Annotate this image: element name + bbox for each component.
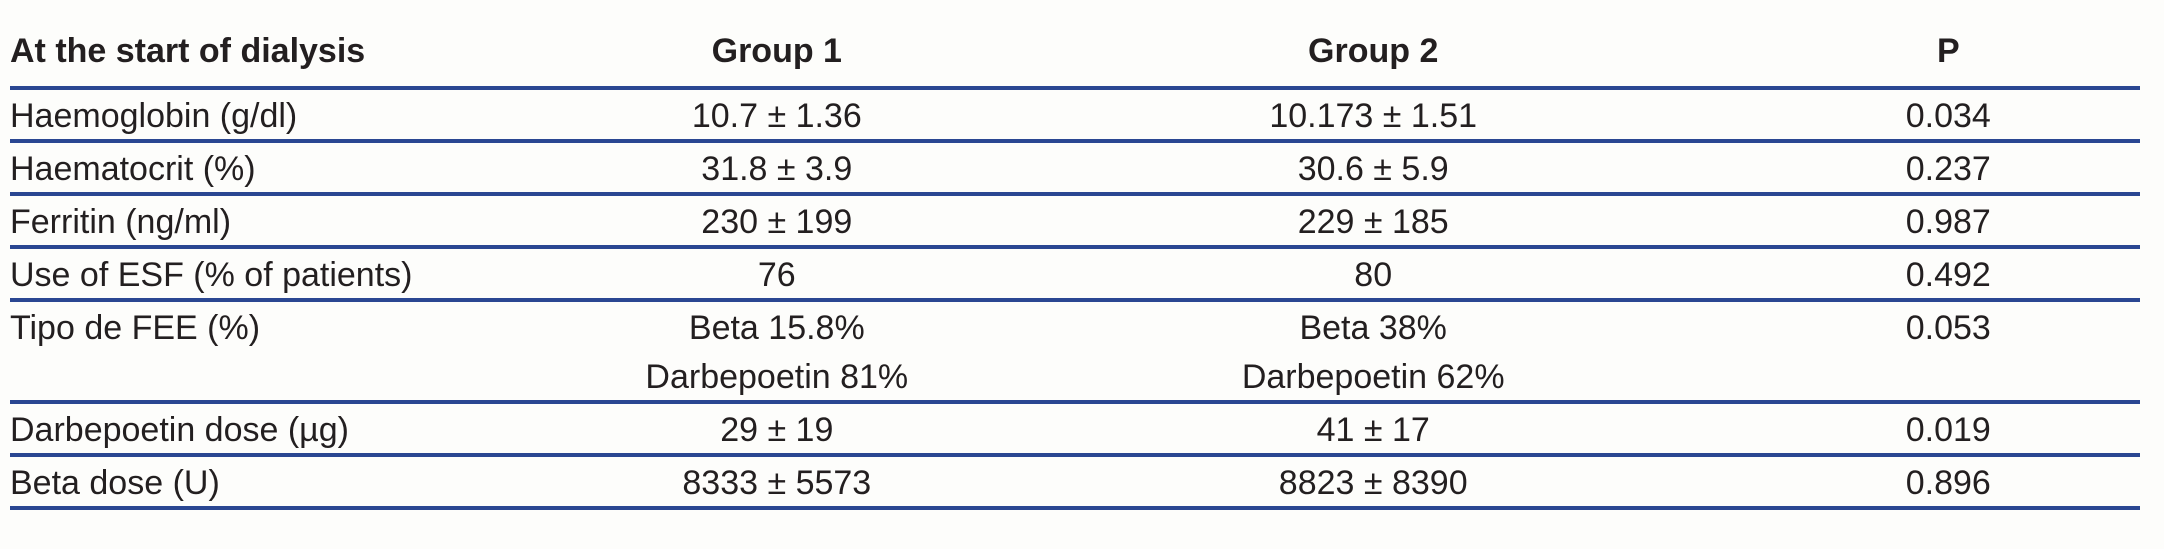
p-value-cell: [1756, 351, 2140, 404]
table-row-tipo-de-fee-line1: Tipo de FEE (%) Beta 15.8% Beta 38% 0.05…: [10, 300, 2140, 351]
p-value-cell: 0.896: [1756, 455, 2140, 510]
p-value-cell: 0.053: [1905, 309, 1991, 347]
p-value-cell: 0.237: [1756, 141, 2140, 196]
label-cell: Ferritin (ng/ml): [10, 194, 564, 249]
table-row-haemoglobin: Haemoglobin (g/dl) 10.7 ± 1.36 10.173 ± …: [10, 88, 2140, 143]
group1-value-cell: 76: [563, 247, 990, 302]
group2-value-cell: 41 ± 17: [989, 402, 1757, 457]
table-row-tipo-de-fee-line2: Darbepoetin 81% Darbepoetin 62%: [10, 351, 2140, 404]
column-header-group1: Group 1: [563, 0, 990, 90]
header-row: At the start of dialysis Group 1 Group 2…: [10, 0, 2140, 90]
table-row-haematocrit: Haematocrit (%) 31.8 ± 3.9 30.6 ± 5.9 0.…: [10, 141, 2140, 196]
group2-value-cell: Darbepoetin 62%: [989, 351, 1757, 404]
column-header-group2: Group 2: [989, 0, 1757, 90]
group1-value-cell: 230 ± 199: [563, 194, 990, 249]
p-value-cell: 0.492: [1756, 247, 2140, 302]
label-cell: Haemoglobin (g/dl): [10, 88, 564, 143]
label-cell: Beta dose (U): [10, 455, 564, 510]
group1-value-cell: Darbepoetin 81%: [563, 351, 990, 404]
group2-value-cell: 80: [989, 247, 1757, 302]
baseline-characteristics-table: At the start of dialysis Group 1 Group 2…: [10, 0, 2140, 510]
table-row-darbepoetin-dose: Darbepoetin dose (µg) 29 ± 19 41 ± 17 0.…: [10, 402, 2140, 457]
group1-value-cell: Beta 15.8%: [688, 309, 865, 347]
p-value-cell: 0.034: [1756, 88, 2140, 143]
group2-value-cell: 30.6 ± 5.9: [989, 141, 1757, 196]
group2-value-cell: 229 ± 185: [989, 194, 1757, 249]
table-row-ferritin: Ferritin (ng/ml) 230 ± 199 229 ± 185 0.9…: [10, 194, 2140, 249]
group1-value-cell: 31.8 ± 3.9: [563, 141, 990, 196]
label-cell: [10, 351, 564, 404]
label-cell: Haematocrit (%): [10, 141, 564, 196]
baseline-characteristics-table-wrap: At the start of dialysis Group 1 Group 2…: [10, 0, 2140, 510]
table-row-use-of-esf: Use of ESF (% of patients) 76 80 0.492: [10, 247, 2140, 302]
group1-value-cell: 10.7 ± 1.36: [563, 88, 990, 143]
column-header-p: P: [1756, 0, 2140, 90]
column-header-parameter: At the start of dialysis: [10, 0, 564, 90]
group2-value-cell: 10.173 ± 1.51: [989, 88, 1757, 143]
label-cell: Darbepoetin dose (µg): [10, 402, 564, 457]
label-cell: Tipo de FEE (%): [10, 309, 261, 347]
p-value-cell: 0.019: [1756, 402, 2140, 457]
table-row-beta-dose: Beta dose (U) 8333 ± 5573 8823 ± 8390 0.…: [10, 455, 2140, 510]
label-cell: Use of ESF (% of patients): [10, 247, 564, 302]
group1-value-cell: 29 ± 19: [563, 402, 990, 457]
group2-value-cell: 8823 ± 8390: [989, 455, 1757, 510]
p-value-cell: 0.987: [1756, 194, 2140, 249]
group1-value-cell: 8333 ± 5573: [563, 455, 990, 510]
group2-value-cell: Beta 38%: [1299, 309, 1447, 347]
